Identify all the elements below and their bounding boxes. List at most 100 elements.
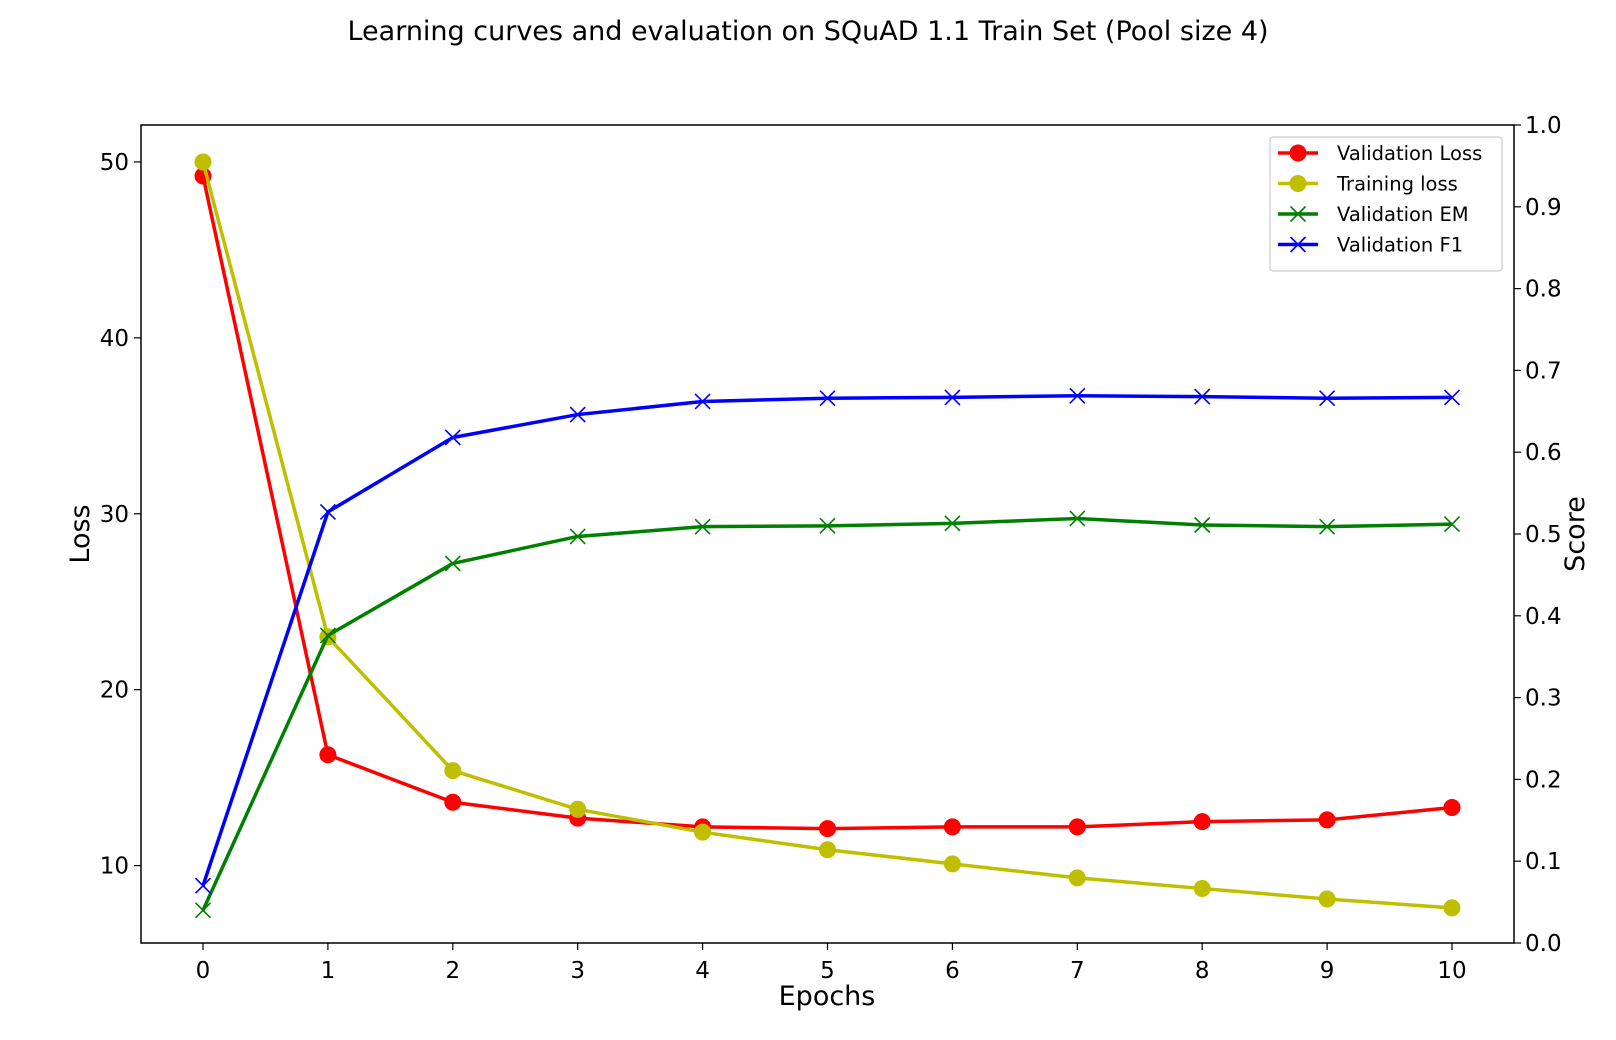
legend-item: Validation F1	[1278, 234, 1463, 257]
data-point	[694, 518, 711, 535]
data-point	[943, 818, 961, 836]
data-point	[819, 517, 836, 534]
series-layer	[194, 153, 1461, 919]
legend-label: Validation EM	[1337, 203, 1469, 226]
x-axis-label: Epochs	[779, 981, 876, 1012]
data-point	[1193, 813, 1211, 831]
marker-stroke	[194, 877, 212, 894]
data-point	[819, 390, 836, 407]
marker-stroke	[1194, 516, 1211, 534]
y-axis-right: 0.0 0.1 0.2 0.3 0.4 0.5 0.6 0.7 0.8 0.9 1.0	[1514, 113, 1562, 957]
data-point	[1318, 811, 1336, 829]
x-tick-label: 0	[196, 958, 211, 984]
y-left-tick-label: 20	[100, 678, 129, 704]
data-point	[444, 793, 462, 811]
x-tick-label: 4	[695, 958, 710, 984]
data-point	[1443, 389, 1461, 406]
series-line	[201, 161, 1453, 910]
x-tick-label: 1	[321, 958, 336, 984]
legend: Validation Loss Training loss Validation E…	[1269, 136, 1503, 272]
legend-label: Validation F1	[1337, 234, 1463, 257]
legend-label: Validation Loss	[1337, 142, 1482, 165]
data-point	[944, 515, 961, 532]
data-point	[444, 555, 461, 572]
data-point	[694, 393, 711, 410]
x-axis: 0 1 2 3 4 5 6 7 8 9 10	[196, 943, 1467, 984]
y-right-tick-label: 0.0	[1525, 931, 1562, 957]
marker-stroke	[694, 393, 711, 410]
legend-box	[1269, 136, 1503, 272]
legend-item: Validation EM	[1278, 203, 1469, 226]
data-point	[1443, 899, 1461, 917]
y-right-tick-label: 0.6	[1525, 440, 1562, 466]
data-point	[1068, 869, 1086, 887]
marker-stroke	[1194, 388, 1211, 405]
data-point	[194, 877, 212, 894]
y-right-tick-label: 1.0	[1525, 113, 1562, 139]
marker-stroke	[569, 406, 586, 423]
data-point	[1069, 510, 1086, 527]
data-point	[1443, 516, 1461, 533]
x-tick-label: 6	[945, 958, 960, 984]
series-validation-f1	[194, 387, 1461, 894]
y-left-tick-label: 30	[100, 502, 129, 528]
data-point	[944, 389, 961, 406]
data-point	[319, 503, 336, 520]
data-point	[694, 823, 712, 841]
y-left-tick-label: 50	[100, 150, 129, 176]
marker-stroke	[1069, 510, 1086, 527]
marker-stroke	[1319, 390, 1336, 407]
marker-stroke	[1443, 516, 1461, 533]
y-left-tick-label: 40	[100, 326, 129, 352]
data-point	[194, 153, 212, 171]
x-tick-label: 10	[1437, 958, 1466, 984]
marker-stroke	[1319, 518, 1336, 535]
series-validation-em	[194, 510, 1461, 919]
y-axis-left-label: Loss	[65, 504, 96, 563]
y-right-tick-label: 0.8	[1525, 277, 1562, 303]
marker-stroke	[319, 503, 336, 520]
x-tick-label: 2	[445, 958, 460, 984]
data-point	[569, 800, 587, 818]
marker-stroke	[944, 389, 961, 406]
legend-item: Training loss	[1278, 173, 1458, 196]
data-point	[444, 429, 461, 446]
marker-stroke	[1443, 389, 1461, 406]
x-tick-label: 5	[820, 958, 835, 984]
data-point	[569, 528, 586, 545]
marker-stroke	[694, 518, 711, 535]
data-point	[194, 902, 212, 919]
legend-marker	[1289, 144, 1307, 162]
legend-item: Validation Loss	[1278, 142, 1482, 165]
legend-marker	[1289, 175, 1307, 192]
y-right-tick-label: 0.4	[1525, 604, 1562, 630]
x-tick-label: 9	[1320, 958, 1335, 984]
legend-marker	[1289, 205, 1307, 223]
y-right-tick-label: 0.3	[1525, 686, 1562, 712]
marker-stroke	[1289, 205, 1307, 223]
marker-stroke	[1069, 387, 1086, 404]
data-point	[819, 841, 836, 859]
data-point	[1069, 387, 1086, 404]
marker-stroke	[944, 515, 961, 532]
x-tick-label: 7	[1070, 958, 1085, 984]
marker-stroke	[819, 517, 836, 534]
y-left-tick-label: 10	[100, 854, 129, 880]
legend-label: Training loss	[1336, 173, 1458, 196]
chart-title: Learning curves and evaluation on SQuAD …	[347, 16, 1268, 47]
x-tick-label: 3	[570, 958, 585, 984]
data-point	[1068, 818, 1086, 836]
marker-stroke	[444, 429, 461, 446]
y-right-tick-label: 0.2	[1525, 767, 1562, 793]
marker-stroke	[194, 902, 212, 919]
data-point	[319, 627, 336, 644]
series-line	[201, 175, 1453, 831]
data-point	[1318, 890, 1336, 908]
legend-marker	[1289, 236, 1307, 253]
data-point	[1319, 518, 1336, 535]
y-right-tick-label: 0.5	[1525, 522, 1562, 548]
y-right-tick-label: 0.9	[1525, 195, 1562, 221]
marker-stroke	[819, 390, 836, 407]
data-point	[943, 855, 961, 873]
